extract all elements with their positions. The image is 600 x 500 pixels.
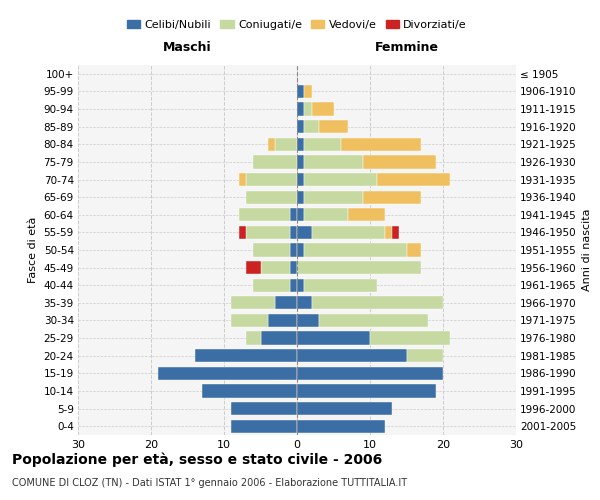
Bar [297,190,304,204]
Bar [311,226,385,239]
Bar [297,402,392,415]
Bar [297,420,385,433]
Bar [232,296,275,310]
Bar [195,349,297,362]
Bar [297,102,304,116]
Bar [297,366,443,380]
Bar [377,173,450,186]
Bar [260,332,297,344]
Bar [297,261,421,274]
Bar [246,226,290,239]
Bar [297,138,304,151]
Bar [407,349,443,362]
Bar [304,156,362,168]
Bar [304,190,362,204]
Bar [290,244,297,256]
Bar [275,296,297,310]
Bar [268,138,275,151]
Bar [297,85,304,98]
Bar [304,85,311,98]
Bar [297,156,304,168]
Bar [290,261,297,274]
Bar [297,244,304,256]
Bar [275,138,297,151]
Bar [253,156,297,168]
Bar [385,226,392,239]
Bar [311,102,334,116]
Bar [297,173,304,186]
Legend: Celibi/Nubili, Coniugati/e, Vedovi/e, Divorziati/e: Celibi/Nubili, Coniugati/e, Vedovi/e, Di… [122,15,472,34]
Bar [246,332,260,344]
Bar [232,314,268,327]
Bar [232,402,297,415]
Bar [304,120,319,134]
Bar [348,208,385,222]
Bar [341,138,421,151]
Bar [239,226,246,239]
Bar [297,278,304,292]
Bar [239,208,290,222]
Bar [253,244,290,256]
Bar [290,278,297,292]
Text: Maschi: Maschi [163,41,212,54]
Bar [297,120,304,134]
Text: Popolazione per età, sesso e stato civile - 2006: Popolazione per età, sesso e stato civil… [12,452,382,467]
Text: Femmine: Femmine [374,41,439,54]
Bar [407,244,421,256]
Text: COMUNE DI CLOZ (TN) - Dati ISTAT 1° gennaio 2006 - Elaborazione TUTTITALIA.IT: COMUNE DI CLOZ (TN) - Dati ISTAT 1° genn… [12,478,407,488]
Bar [304,208,348,222]
Bar [304,278,377,292]
Bar [362,156,436,168]
Bar [268,314,297,327]
Bar [297,314,319,327]
Bar [304,244,407,256]
Bar [239,173,246,186]
Bar [158,366,297,380]
Bar [297,296,311,310]
Bar [260,261,290,274]
Bar [370,332,450,344]
Bar [392,226,399,239]
Bar [290,208,297,222]
Bar [290,226,297,239]
Bar [246,261,260,274]
Bar [297,349,407,362]
Bar [304,102,311,116]
Bar [253,278,290,292]
Y-axis label: Anni di nascita: Anni di nascita [583,209,592,291]
Bar [202,384,297,398]
Bar [319,314,428,327]
Bar [297,226,311,239]
Y-axis label: Fasce di età: Fasce di età [28,217,38,283]
Bar [319,120,348,134]
Bar [304,173,377,186]
Bar [297,208,304,222]
Bar [362,190,421,204]
Bar [246,173,297,186]
Bar [304,138,341,151]
Bar [297,384,436,398]
Bar [311,296,443,310]
Bar [232,420,297,433]
Bar [246,190,297,204]
Bar [297,332,370,344]
